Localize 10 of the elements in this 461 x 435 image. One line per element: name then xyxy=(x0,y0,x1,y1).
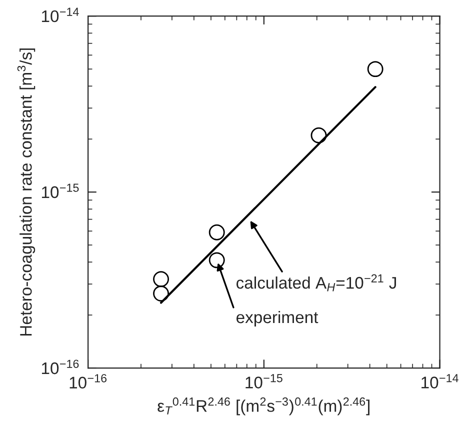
annotation: calculated A$_{H}$=10$^{−21}$ J xyxy=(236,274,396,292)
annotation: experiment xyxy=(236,310,318,327)
y-tick-label: 10$^{−15}$ xyxy=(42,184,79,198)
x-tick-label: 10$^{−16}$ xyxy=(70,374,107,389)
x-tick-label: 10$^{−14}$ xyxy=(422,374,458,388)
text: ε$_{T}$$^{0.41}$R$^{2.46}$ [(m$^{2}$s$^{−3}$)$^{0.41}$(m)$^{2.46}$] xyxy=(158,397,370,416)
y-tick-label: 10$^{−16}$ xyxy=(42,360,79,374)
y-axis-title: Hetero-coagulation rate constant [m$^{3}$/s] xyxy=(17,48,36,336)
y-tick-label: 10$^{−14}$ xyxy=(42,8,79,22)
x-tick-label: 10$^{−15}$ xyxy=(246,374,282,388)
